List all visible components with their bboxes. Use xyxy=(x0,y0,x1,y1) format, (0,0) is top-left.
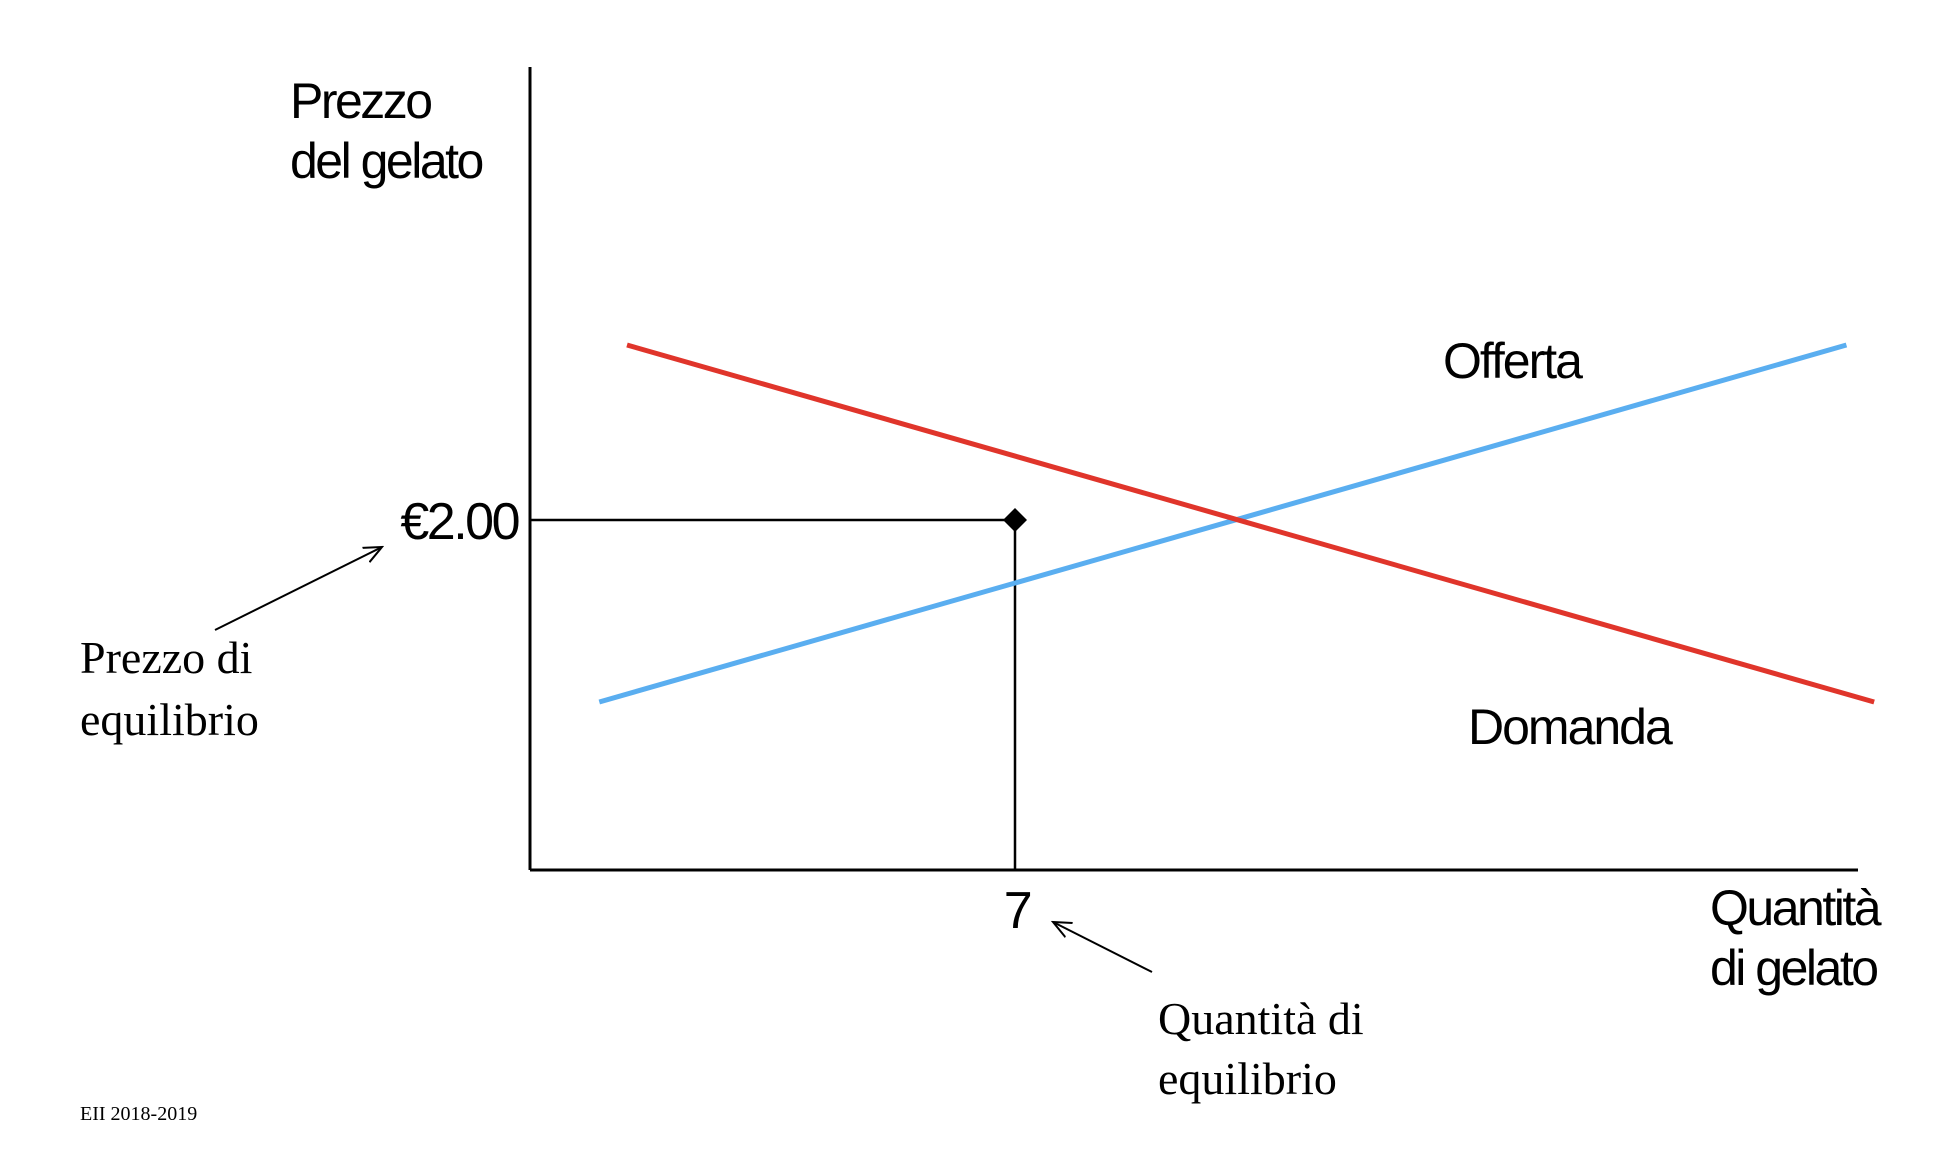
x-axis-label-line-2: di gelato xyxy=(1710,940,1877,996)
y-axis-label-line-2: del gelato xyxy=(290,133,483,189)
series-line-domanda xyxy=(626,342,1875,705)
quantity-annotation-line-1: Quantità di xyxy=(1158,993,1364,1044)
quantity-annotation-arrow xyxy=(1053,922,1153,973)
series-line-offerta xyxy=(598,342,1848,705)
price-annotation-line-2: equilibrio xyxy=(80,694,259,745)
price-annotation: Prezzo di equilibrio xyxy=(80,632,264,745)
equilibrium-point xyxy=(1003,508,1027,532)
price-annotation-line-1: Prezzo di xyxy=(80,632,252,683)
series-label-domanda: Domanda xyxy=(1468,699,1673,755)
y-axis-label-line-1: Prezzo xyxy=(290,73,431,129)
quantity-annotation-line-2: equilibrio xyxy=(1158,1053,1337,1104)
series-label-offerta: Offerta xyxy=(1443,333,1583,389)
y-tick-label: €2.00 xyxy=(400,493,518,551)
footer-text: EII 2018-2019 xyxy=(80,1103,197,1125)
price-annotation-arrow xyxy=(214,547,382,631)
x-axis-label-line-1: Quantità xyxy=(1710,880,1882,936)
x-axis-label: Quantità di gelato xyxy=(1710,880,1890,996)
x-tick-label: 7 xyxy=(1004,882,1031,940)
quantity-annotation: Quantità di equilibrio xyxy=(1158,993,1375,1104)
y-axis-label: Prezzo del gelato xyxy=(290,73,483,189)
